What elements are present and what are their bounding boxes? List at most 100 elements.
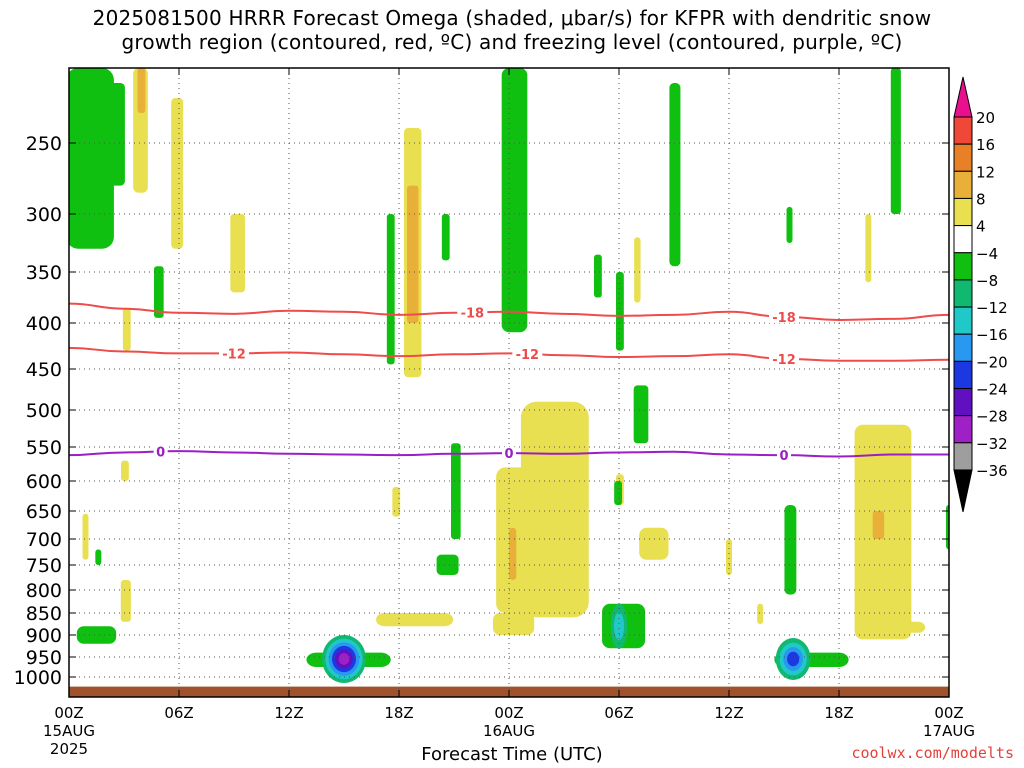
omega-region (872, 511, 885, 539)
contour-label: 0 (779, 449, 788, 464)
colorbar-swatch (953, 116, 973, 145)
omega-core (338, 653, 350, 665)
omega-region (616, 272, 624, 351)
y-tick-label: 450 (26, 359, 62, 381)
grid-lines (69, 68, 949, 697)
y-tick-label: 950 (26, 647, 62, 669)
colorbar-swatch (953, 388, 973, 417)
contour-label: -12 (772, 353, 796, 368)
y-tick-label: 900 (26, 625, 62, 647)
colorbar-label: 8 (976, 190, 986, 208)
omega-region (786, 206, 793, 243)
omega-region (407, 185, 419, 323)
y-tick-label: 500 (26, 400, 62, 422)
omega-region (137, 68, 146, 113)
colorbar-label: 4 (976, 218, 986, 236)
omega-region (726, 539, 732, 575)
x-tick-label: 12Z (274, 704, 303, 722)
contour-label: 0 (156, 446, 165, 461)
omega-region (669, 83, 681, 267)
x-tick-label: 18Z (824, 704, 853, 722)
omega-region (633, 385, 649, 444)
omega-core (613, 612, 625, 641)
y-tick-label: 850 (26, 603, 62, 625)
omega-region (639, 527, 669, 560)
chart-title-line1: 2025081500 HRRR Forecast Omega (shaded, … (92, 6, 932, 30)
omega-region (82, 513, 89, 560)
colorbar-label: −4 (976, 245, 998, 263)
omega-region (76, 626, 117, 644)
colorbar-swatch (953, 252, 973, 281)
y-tick-label: 650 (26, 501, 62, 523)
contour-label-bg (219, 347, 249, 360)
omega-region (890, 68, 901, 214)
y-tick-label: 550 (26, 437, 62, 459)
colorbar-label: −32 (976, 435, 1008, 453)
x-tick-label: 12Z (714, 704, 743, 722)
omega-region (634, 237, 641, 303)
omega-region (451, 443, 461, 539)
omega-region (108, 83, 125, 186)
contour-label-bg (769, 310, 799, 323)
y-tick-label: 250 (26, 133, 62, 155)
colorbar-swatch (953, 170, 973, 199)
x-tick-label: 18Z (384, 704, 413, 722)
colorbar-swatch (953, 225, 973, 254)
omega-region (509, 527, 517, 580)
colorbar-swatch (953, 442, 973, 471)
colorbar-swatch (953, 415, 973, 444)
colorbar-label: −36 (976, 462, 1008, 480)
omega-region (594, 254, 602, 298)
omega-region (69, 68, 114, 249)
omega-region (230, 214, 245, 293)
colorbar-cap (953, 76, 973, 118)
omega-region (441, 214, 450, 261)
contour-label: -12 (222, 347, 246, 362)
omega-region (865, 214, 872, 283)
y-tick-label: 600 (26, 471, 62, 493)
omega-region (376, 613, 454, 627)
colorbar-label: 20 (976, 109, 995, 127)
x-tick-label: 00Z (934, 704, 963, 722)
contour-line (69, 346, 949, 362)
y-tick-label: 300 (26, 204, 62, 226)
contour-label-bg (502, 447, 516, 460)
colorbar-swatch (953, 279, 973, 308)
colorbar-label: −20 (976, 353, 1008, 371)
credit-text: coolwx.com/modelts (851, 744, 1014, 762)
y-tick-label: 350 (26, 262, 62, 284)
colorbar-swatch (953, 143, 973, 172)
contour-label-bg (777, 449, 791, 462)
contour-label-bg (769, 352, 799, 365)
omega-region (122, 307, 131, 351)
x-tick-date: 15AUG (43, 722, 95, 740)
colorbar-label: −24 (976, 381, 1008, 399)
colorbar-label: −12 (976, 299, 1008, 317)
y-axis: 2503003504004505005506006507007508008509… (14, 133, 949, 689)
x-tick-label: 06Z (164, 704, 193, 722)
colorbar-label: −16 (976, 326, 1008, 344)
contour-label: 0 (504, 447, 513, 462)
omega-region (757, 603, 764, 624)
y-tick-label: 400 (26, 313, 62, 335)
colorbar-label: −8 (976, 272, 998, 290)
omega-region (436, 554, 459, 575)
contour-label-bg (457, 306, 488, 319)
omega-region (121, 460, 129, 481)
colorbar-label: 16 (976, 136, 995, 154)
x-tick-label: 00Z (494, 704, 523, 722)
y-tick-label: 1000 (14, 667, 62, 689)
colorbar-label: −28 (976, 408, 1008, 426)
omega-core (787, 651, 800, 667)
colorbar-swatch (953, 333, 973, 362)
y-tick-label: 800 (26, 580, 62, 602)
omega-region (868, 621, 926, 633)
x-tick-year: 2025 (50, 740, 88, 758)
omega-region (784, 505, 797, 595)
contour-label: -18 (772, 311, 796, 326)
x-tick-label: 00Z (54, 704, 83, 722)
omega-region (614, 481, 622, 505)
temperature-contours: -18 -18 -12 -12 -12 0 0 0 (69, 302, 949, 464)
